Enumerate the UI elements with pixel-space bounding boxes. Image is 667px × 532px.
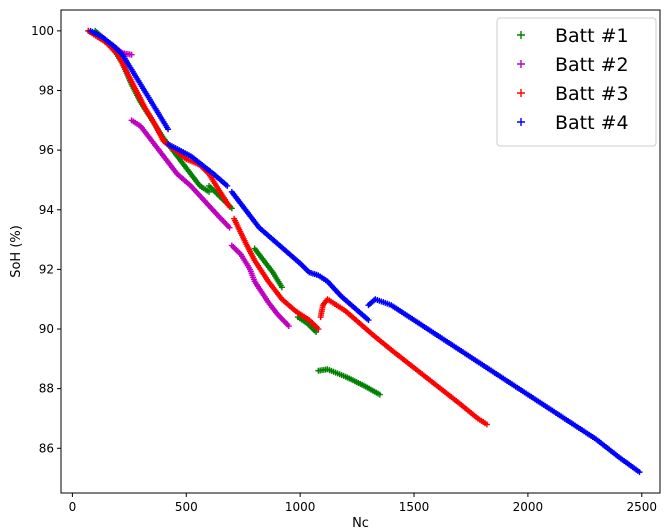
x-tick-label: 2000 bbox=[513, 500, 544, 514]
legend-item: Batt #2 bbox=[517, 54, 629, 76]
legend-marker bbox=[517, 118, 525, 126]
series-4 bbox=[87, 27, 643, 476]
legend: Batt #1 Batt #2 Batt #3 Batt #4 bbox=[496, 17, 657, 147]
legend-label: Batt #3 bbox=[555, 83, 629, 105]
y-tick-label: 92 bbox=[39, 262, 54, 276]
data-marker bbox=[165, 126, 172, 133]
legend-box bbox=[496, 17, 657, 147]
data-marker bbox=[226, 224, 233, 231]
legend-item: Batt #4 bbox=[517, 112, 629, 134]
series-1 bbox=[92, 27, 383, 398]
data-marker bbox=[483, 421, 490, 428]
y-tick-label: 90 bbox=[39, 322, 54, 336]
legend-label: Batt #4 bbox=[555, 112, 629, 134]
legend-label: Batt #2 bbox=[555, 54, 629, 76]
plot-area bbox=[85, 27, 643, 476]
data-marker bbox=[278, 284, 285, 291]
data-marker bbox=[206, 188, 213, 195]
y-tick-label: 86 bbox=[39, 441, 54, 455]
legend-item: Batt #1 bbox=[517, 25, 629, 47]
data-marker bbox=[285, 323, 292, 330]
y-axis-label: SoH (%) bbox=[9, 225, 24, 278]
data-marker bbox=[315, 326, 322, 333]
data-marker bbox=[128, 51, 135, 58]
legend-marker bbox=[517, 31, 525, 39]
data-marker bbox=[365, 317, 372, 324]
series-3 bbox=[85, 27, 490, 428]
plot-frame bbox=[60, 9, 661, 494]
data-marker bbox=[636, 469, 643, 476]
data-marker bbox=[376, 391, 383, 398]
axes: 0 500 1000 1500 2000 2500 86 88 90 92 94 96 98 100 bbox=[31, 9, 661, 514]
legend-marker bbox=[517, 60, 525, 68]
y-tick-label: 88 bbox=[39, 382, 54, 396]
x-tick-label: 2500 bbox=[627, 500, 658, 514]
series-2 bbox=[85, 27, 292, 330]
x-tick-label: 1000 bbox=[285, 500, 316, 514]
x-axis-label: Nc bbox=[352, 516, 369, 528]
legend-label: Batt #1 bbox=[555, 25, 629, 47]
y-tick-label: 96 bbox=[39, 143, 54, 157]
data-marker bbox=[226, 203, 233, 210]
legend-marker bbox=[517, 89, 525, 97]
data-marker bbox=[224, 182, 231, 189]
x-tick-label: 500 bbox=[175, 500, 198, 514]
x-tick-label: 1500 bbox=[399, 500, 430, 514]
y-tick-label: 98 bbox=[39, 84, 54, 98]
legend-item: Batt #3 bbox=[517, 83, 629, 105]
y-tick-label: 100 bbox=[31, 24, 54, 38]
y-tick-label: 94 bbox=[39, 203, 54, 217]
x-tick-label: 0 bbox=[69, 500, 77, 514]
